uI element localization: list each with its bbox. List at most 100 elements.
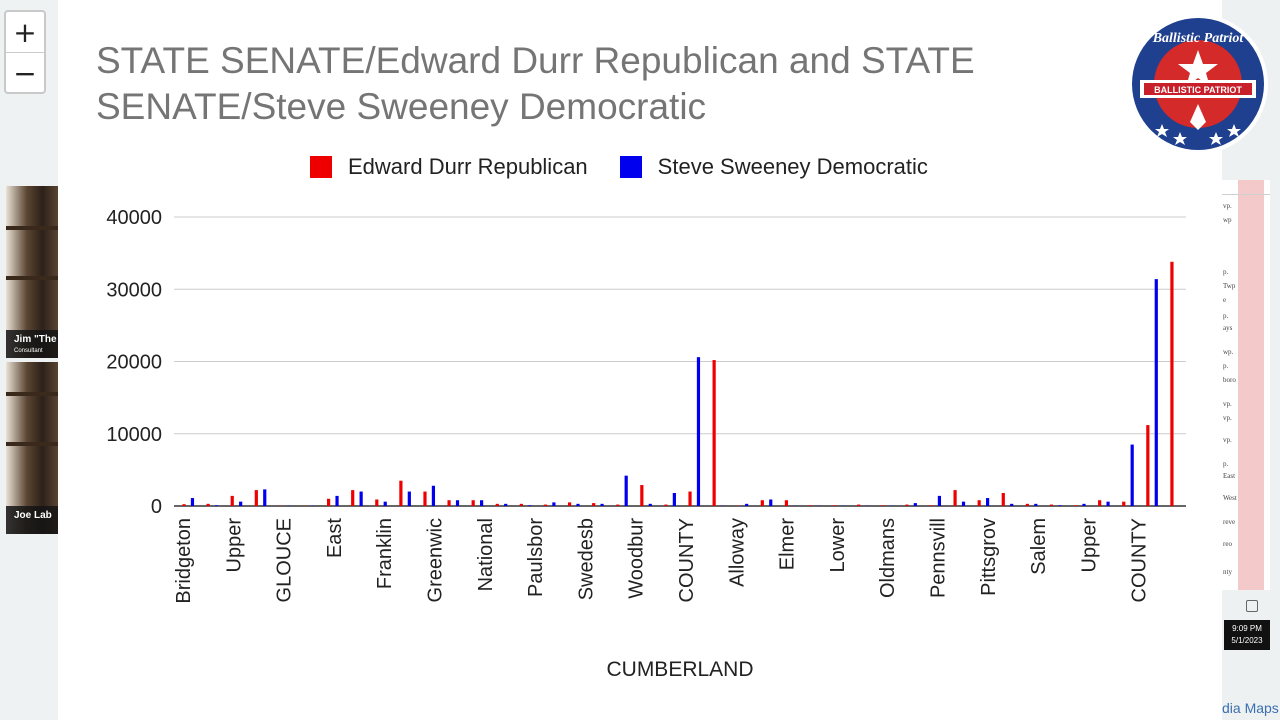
bar-democratic	[480, 500, 484, 506]
legend-label-republican: Edward Durr Republican	[348, 154, 588, 179]
x-tick-label: Bridgeton	[173, 518, 195, 604]
x-tick-label: Paulsbor	[525, 518, 547, 597]
bar-republican	[833, 505, 837, 506]
x-tick-label: COUNTY	[676, 518, 698, 602]
bar-republican	[567, 502, 572, 506]
bar-democratic	[455, 500, 460, 506]
y-tick-label: 10000	[106, 424, 162, 446]
bar-democratic	[769, 499, 773, 506]
bar-republican	[375, 499, 379, 506]
bar-democratic	[624, 475, 628, 506]
x-tick-label: Franklin	[374, 518, 396, 589]
bar-democratic	[913, 503, 917, 506]
x-tick-label: Upper	[223, 518, 245, 573]
bar-republican	[712, 360, 716, 506]
bar-democratic	[1010, 503, 1014, 506]
bar-democratic	[239, 501, 243, 506]
x-tick-label: East	[324, 518, 346, 558]
bar-republican	[1146, 425, 1150, 506]
legend-label-democratic: Steve Sweeney Democratic	[657, 154, 928, 179]
bar-democratic	[504, 503, 508, 506]
x-tick-label: Upper	[1078, 518, 1100, 573]
bar-democratic	[672, 492, 676, 506]
bar-republican	[640, 485, 644, 506]
bar-republican	[1170, 261, 1174, 506]
legend-item-republican[interactable]: Edward Durr Republican	[310, 154, 588, 180]
participant-name-1: Jim "The Consultant	[6, 330, 58, 358]
bar-republican	[495, 503, 499, 506]
bar-democratic	[335, 495, 339, 506]
bar-democratic	[528, 505, 532, 506]
bar-republican	[471, 500, 475, 506]
media-maps-label: dia Maps	[1222, 700, 1279, 716]
legend-item-democratic[interactable]: Steve Sweeney Democratic	[619, 154, 928, 180]
bar-democratic	[1082, 503, 1086, 506]
bar-republican	[230, 495, 234, 506]
chart-panel: STATE SENATE/Edward Durr Republican and …	[58, 0, 1222, 720]
map-background-left	[0, 0, 58, 720]
bar-democratic	[1154, 279, 1158, 506]
y-tick-label: 40000	[106, 207, 162, 229]
bar-republican	[447, 500, 451, 506]
bar-republican	[905, 504, 909, 506]
bar-republican	[953, 490, 957, 506]
bar-republican	[519, 503, 523, 506]
bar-democratic	[576, 503, 580, 506]
bar-republican	[1098, 500, 1102, 506]
bar-democratic	[986, 498, 990, 506]
x-tick-label: GLOUCE	[274, 518, 296, 602]
bar-republican	[1049, 504, 1054, 506]
y-tick-label: 20000	[106, 352, 162, 374]
settings-square-icon[interactable]	[1246, 600, 1258, 612]
bar-republican	[206, 503, 210, 506]
bar-republican	[616, 504, 620, 506]
bar-republican	[664, 504, 668, 506]
bar-republican	[808, 505, 813, 506]
bar-republican	[399, 480, 403, 506]
zoom-out-button[interactable]: −	[6, 52, 44, 93]
x-tick-label: Alloway	[726, 518, 748, 587]
bar-democratic	[552, 502, 556, 506]
bar-chart: 0 10000 20000 30000 40000 Bridgeton Upper GLOUC…	[106, 207, 1186, 681]
bar-democratic	[937, 495, 942, 506]
bar-republican	[254, 490, 258, 506]
bar-democratic	[263, 489, 267, 506]
bar-republican	[1025, 503, 1029, 506]
x-axis-label: CUMBERLAND	[606, 658, 753, 681]
bar-democratic	[600, 503, 604, 506]
bar-democratic	[214, 505, 219, 506]
x-tick-label: Greenwic	[425, 518, 447, 602]
x-tick-label: Elmer	[777, 518, 799, 571]
x-tick-label: Lower	[827, 518, 849, 573]
logo-banner-text: BALLISTIC PATRIOT	[1154, 85, 1242, 95]
bar-democratic	[1106, 501, 1110, 506]
bar-republican	[881, 505, 885, 506]
participant-name-2: Joe Lab	[6, 506, 58, 534]
bar-democratic	[1058, 505, 1062, 506]
bar-republican	[857, 504, 861, 506]
legend-swatch-democratic	[619, 156, 642, 178]
map-zoom-control: + −	[4, 10, 46, 94]
bar-democratic	[696, 357, 701, 506]
zoom-in-button[interactable]: +	[13, 15, 37, 49]
bar-democratic	[1130, 444, 1134, 506]
bar-republican	[1001, 492, 1005, 506]
bar-democratic	[961, 501, 966, 506]
y-tick-label: 30000	[106, 279, 162, 301]
bar-republican	[327, 498, 331, 506]
y-tick-label: 0	[151, 496, 162, 518]
bar-democratic	[359, 491, 363, 506]
spreadsheet-strip: vp. wp p. Twp e p. ays wp. p. boro vp. v…	[1222, 180, 1270, 590]
logo-top-text: Ballistic Patriot	[1152, 31, 1245, 46]
bar-democratic	[648, 503, 652, 506]
x-tick-label: National	[475, 518, 497, 591]
legend-swatch-republican	[310, 156, 332, 178]
bar-republican	[182, 504, 186, 506]
bar-democratic	[190, 498, 195, 506]
bar-democratic	[1034, 503, 1038, 506]
bar-republican	[1073, 505, 1078, 506]
taskbar-clock: 9:09 PM 5/1/2023	[1224, 620, 1270, 650]
x-tick-label: COUNTY	[1129, 518, 1151, 602]
x-tick-label: Salem	[1028, 518, 1050, 575]
x-tick-label: Swedesb	[575, 518, 597, 600]
